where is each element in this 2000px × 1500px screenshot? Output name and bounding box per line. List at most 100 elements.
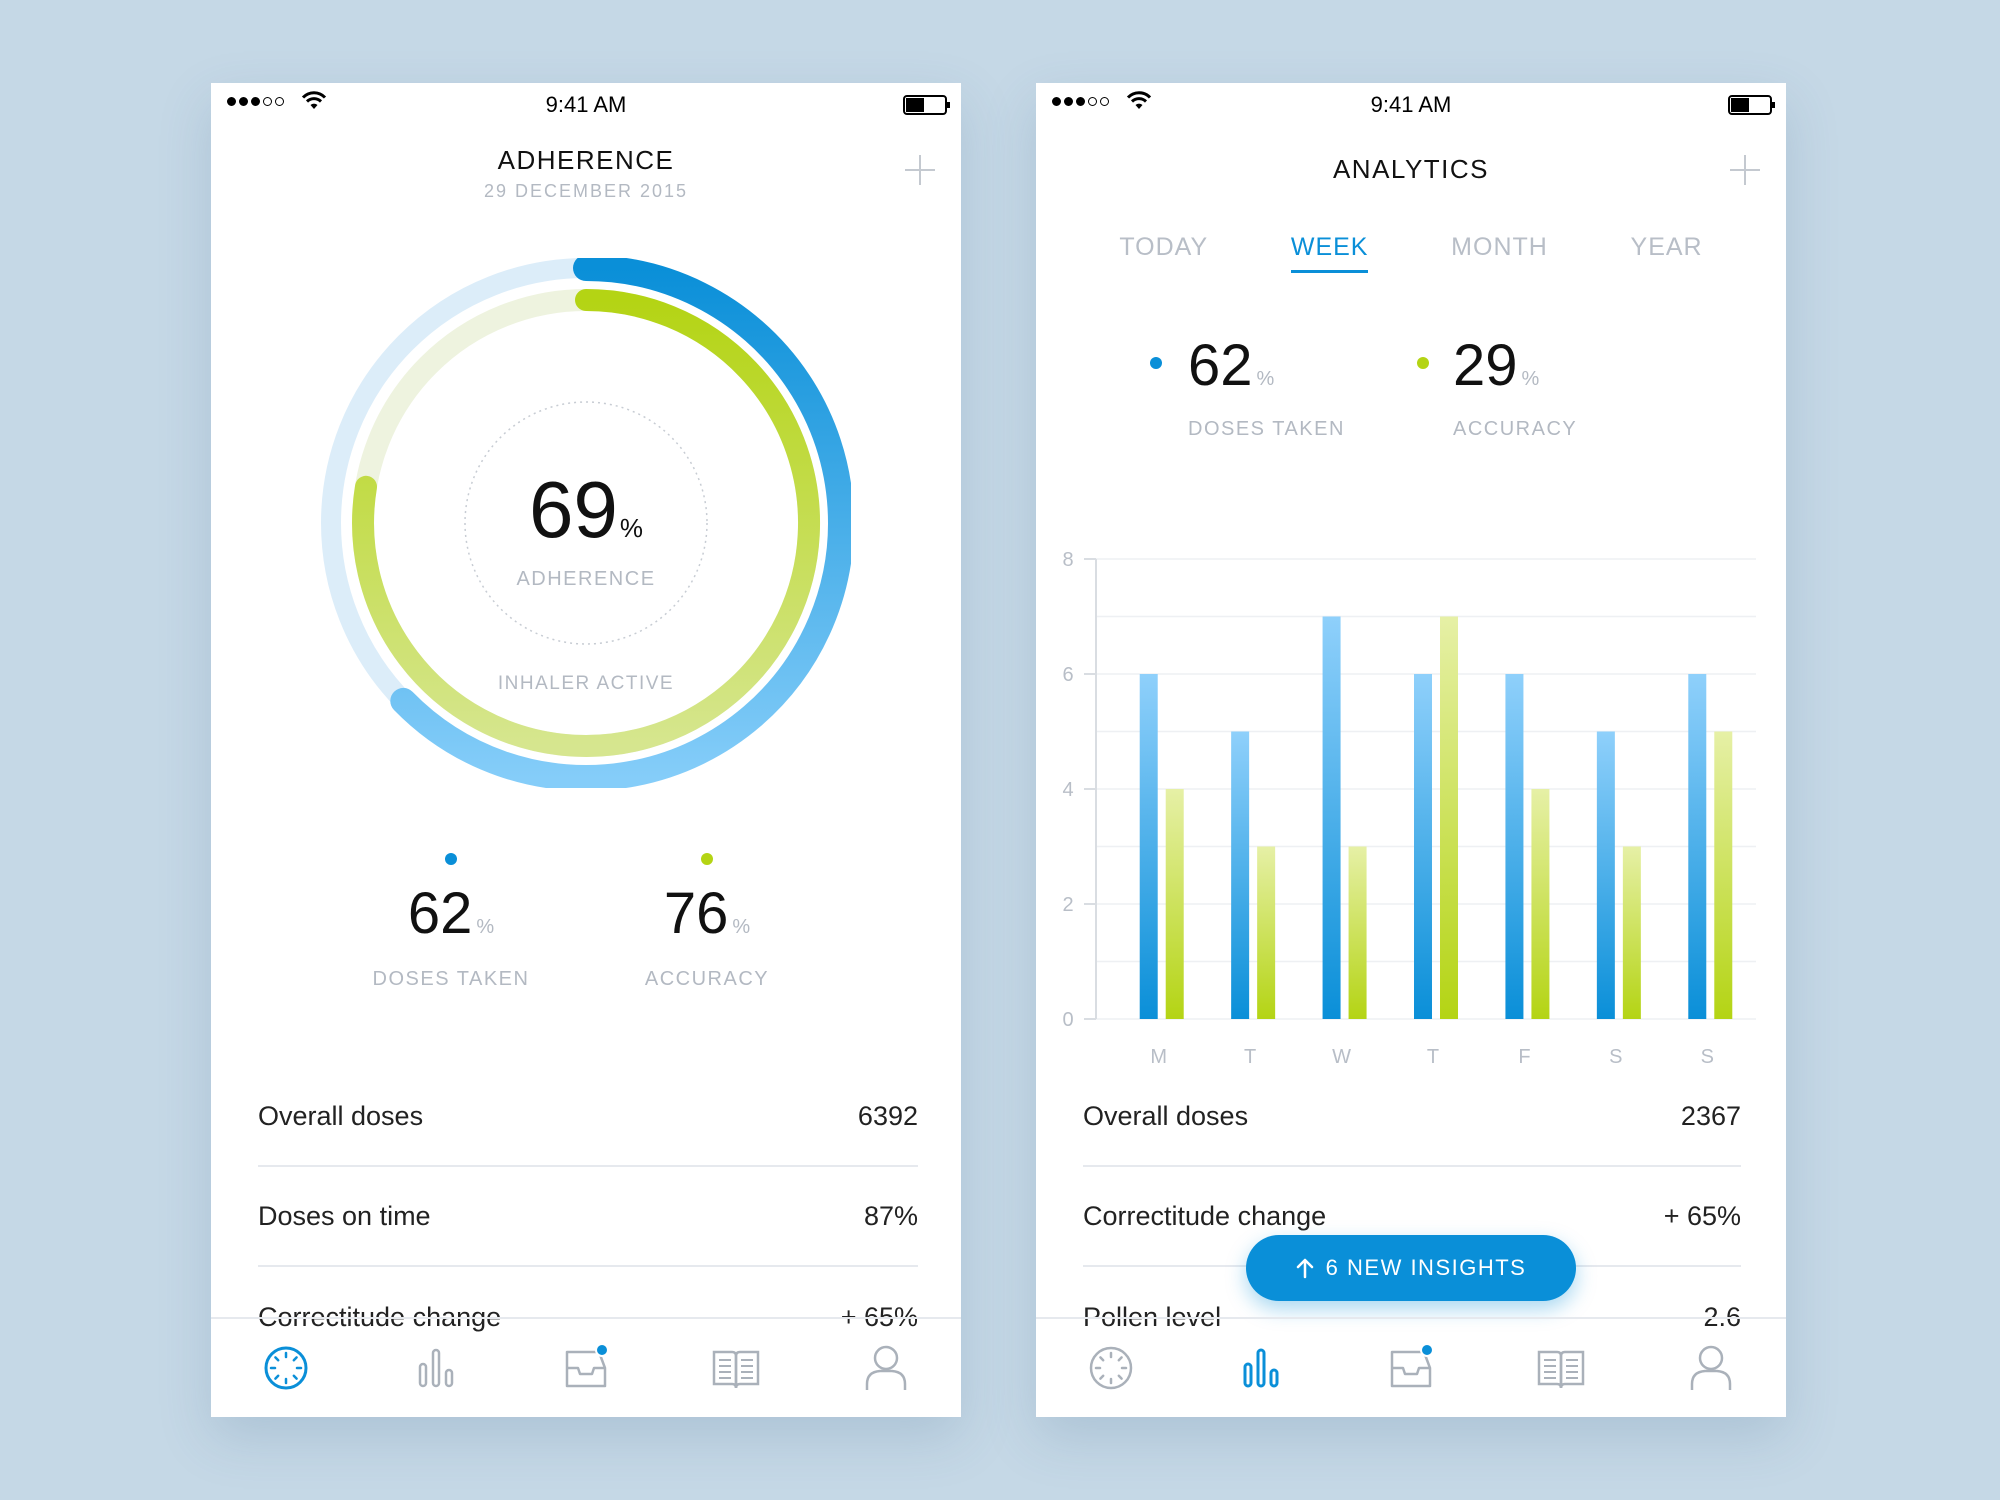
y-tick-label: 2 — [1062, 894, 1073, 916]
list-item[interactable]: Doses on time 87% — [258, 1167, 918, 1267]
x-tick-label: M — [1150, 1046, 1167, 1068]
insights-label: 6 NEW INSIGHTS — [1325, 1255, 1527, 1280]
accuracy-label: ACCURACY — [644, 968, 770, 990]
tab-analytics[interactable] — [1186, 1319, 1336, 1417]
doses-bar — [1231, 731, 1250, 1019]
page-date: 29 DECEMBER 2015 — [483, 181, 689, 201]
page-title: ANALYTICS — [1332, 154, 1490, 184]
list-item[interactable]: Overall doses 2367 — [1083, 1067, 1741, 1167]
dashboard-icon — [1089, 1346, 1133, 1390]
x-tick-label: F — [1518, 1046, 1530, 1068]
tab-profile[interactable] — [811, 1319, 961, 1417]
row-label: Correctitude change — [1083, 1200, 1327, 1231]
tab-analytics[interactable] — [361, 1319, 511, 1417]
list-item[interactable]: Overall doses 6392 — [258, 1067, 918, 1167]
doses-taken-label: DOSES TAKEN — [372, 968, 530, 990]
adherence-screen: 9:41 AM ADHERENCE 29 DECEMBER 2015 — [211, 83, 961, 1417]
adherence-unit: % — [619, 513, 644, 543]
accuracy-stat: 76% ACCURACY — [587, 853, 827, 991]
doses-taken-value: 62% — [1188, 333, 1275, 398]
accuracy-stat: 29% ACCURACY — [1413, 335, 1653, 441]
accuracy-bar — [1165, 789, 1184, 1019]
add-button[interactable] — [903, 153, 937, 187]
inbox-badge — [595, 1343, 609, 1357]
doses-bar — [1688, 674, 1707, 1019]
status-bar: 9:41 AM — [211, 83, 961, 123]
row-label: Pollen level — [1083, 1301, 1222, 1332]
x-tick-label: T — [1244, 1046, 1256, 1068]
doses-bar — [1505, 674, 1524, 1019]
inbox-icon — [565, 1343, 609, 1388]
accuracy-bar — [1714, 731, 1733, 1019]
accuracy-dot — [701, 853, 713, 865]
tab-today[interactable]: TODAY — [1119, 233, 1209, 261]
journal-icon — [712, 1350, 760, 1389]
doses-taken-stat: 62% DOSES TAKEN — [1146, 335, 1406, 441]
period-tabs: TODAY WEEK MONTH YEAR — [1078, 233, 1744, 273]
inbox-icon — [1390, 1343, 1434, 1388]
analytics-screen: 9:41 AM ANALYTICS TODAY WEEK MONTH YEAR … — [1036, 83, 1786, 1417]
accuracy-bar — [1440, 616, 1458, 1019]
doses-taken-arc — [390, 255, 854, 791]
y-tick-label: 8 — [1062, 549, 1073, 571]
x-tick-label: W — [1332, 1046, 1351, 1068]
x-tick-label: T — [1427, 1046, 1439, 1068]
x-tick-label: S — [1701, 1046, 1714, 1068]
doses-taken-dot — [445, 853, 457, 865]
profile-icon — [865, 1345, 907, 1390]
accuracy-value: 76% — [663, 881, 751, 946]
battery-icon — [903, 95, 950, 115]
accuracy-bar — [1348, 846, 1367, 1019]
accuracy-dot — [1417, 357, 1429, 369]
ring-center: 69% ADHERENCE INHALER ACTIVE — [321, 258, 851, 788]
tab-bar — [1036, 1317, 1786, 1417]
row-value: + 65% — [840, 1301, 918, 1332]
tab-month[interactable]: MONTH — [1451, 233, 1548, 261]
accuracy-value: 29% — [1453, 333, 1540, 398]
battery-icon — [1728, 95, 1775, 115]
doses-bar — [1596, 731, 1615, 1019]
tab-journal[interactable] — [1486, 1319, 1636, 1417]
accuracy-bar — [1257, 846, 1276, 1019]
y-tick-label: 6 — [1062, 664, 1073, 686]
accuracy-label: ACCURACY — [1453, 418, 1578, 440]
row-value: 2367 — [1680, 1100, 1741, 1131]
arrow-up-icon — [1296, 1258, 1313, 1279]
journal-icon — [1537, 1350, 1585, 1389]
doses-taken-dot — [1150, 357, 1162, 369]
adherence-ring: 69% ADHERENCE INHALER ACTIVE — [321, 255, 854, 791]
profile-icon — [1690, 1345, 1732, 1390]
tab-inbox[interactable] — [1336, 1319, 1486, 1417]
list-item[interactable]: Pollen level 2.6 — [1083, 1267, 1741, 1367]
signal-icon — [227, 97, 284, 106]
new-insights-button[interactable]: 6 NEW INSIGHTS — [1246, 1235, 1576, 1301]
y-tick-label: 4 — [1062, 779, 1073, 801]
page-title: ADHERENCE — [497, 145, 675, 175]
adherence-ring-chart — [321, 255, 854, 791]
row-value: 6392 — [857, 1100, 918, 1131]
dashboard-icon — [264, 1346, 308, 1390]
tab-profile[interactable] — [1636, 1319, 1786, 1417]
tab-week[interactable]: WEEK — [1290, 233, 1369, 273]
y-tick-label: 0 — [1062, 1009, 1073, 1031]
tab-year[interactable]: YEAR — [1630, 233, 1703, 261]
tab-journal[interactable] — [661, 1319, 811, 1417]
doses-taken-label: DOSES TAKEN — [1188, 418, 1345, 440]
accuracy-bar — [1531, 789, 1550, 1019]
list-item[interactable]: Correctitude change + 65% — [258, 1267, 918, 1367]
doses-bar — [1322, 616, 1341, 1019]
center-dotted-circle — [464, 401, 708, 645]
analytics-icon — [418, 1348, 454, 1388]
row-value: + 65% — [1663, 1200, 1741, 1231]
accuracy-bar — [1622, 846, 1641, 1019]
status-time: 9:41 AM — [1370, 92, 1452, 117]
x-tick-label: S — [1609, 1046, 1622, 1068]
add-button[interactable] — [1728, 153, 1762, 187]
wifi-icon — [1126, 91, 1152, 109]
adherence-number: 69 — [528, 465, 618, 554]
row-label: Doses on time — [258, 1200, 431, 1231]
adherence-value: 69% — [321, 470, 851, 568]
tab-inbox[interactable] — [511, 1319, 661, 1417]
tab-dashboard[interactable] — [211, 1319, 361, 1417]
tab-dashboard[interactable] — [1036, 1319, 1186, 1417]
